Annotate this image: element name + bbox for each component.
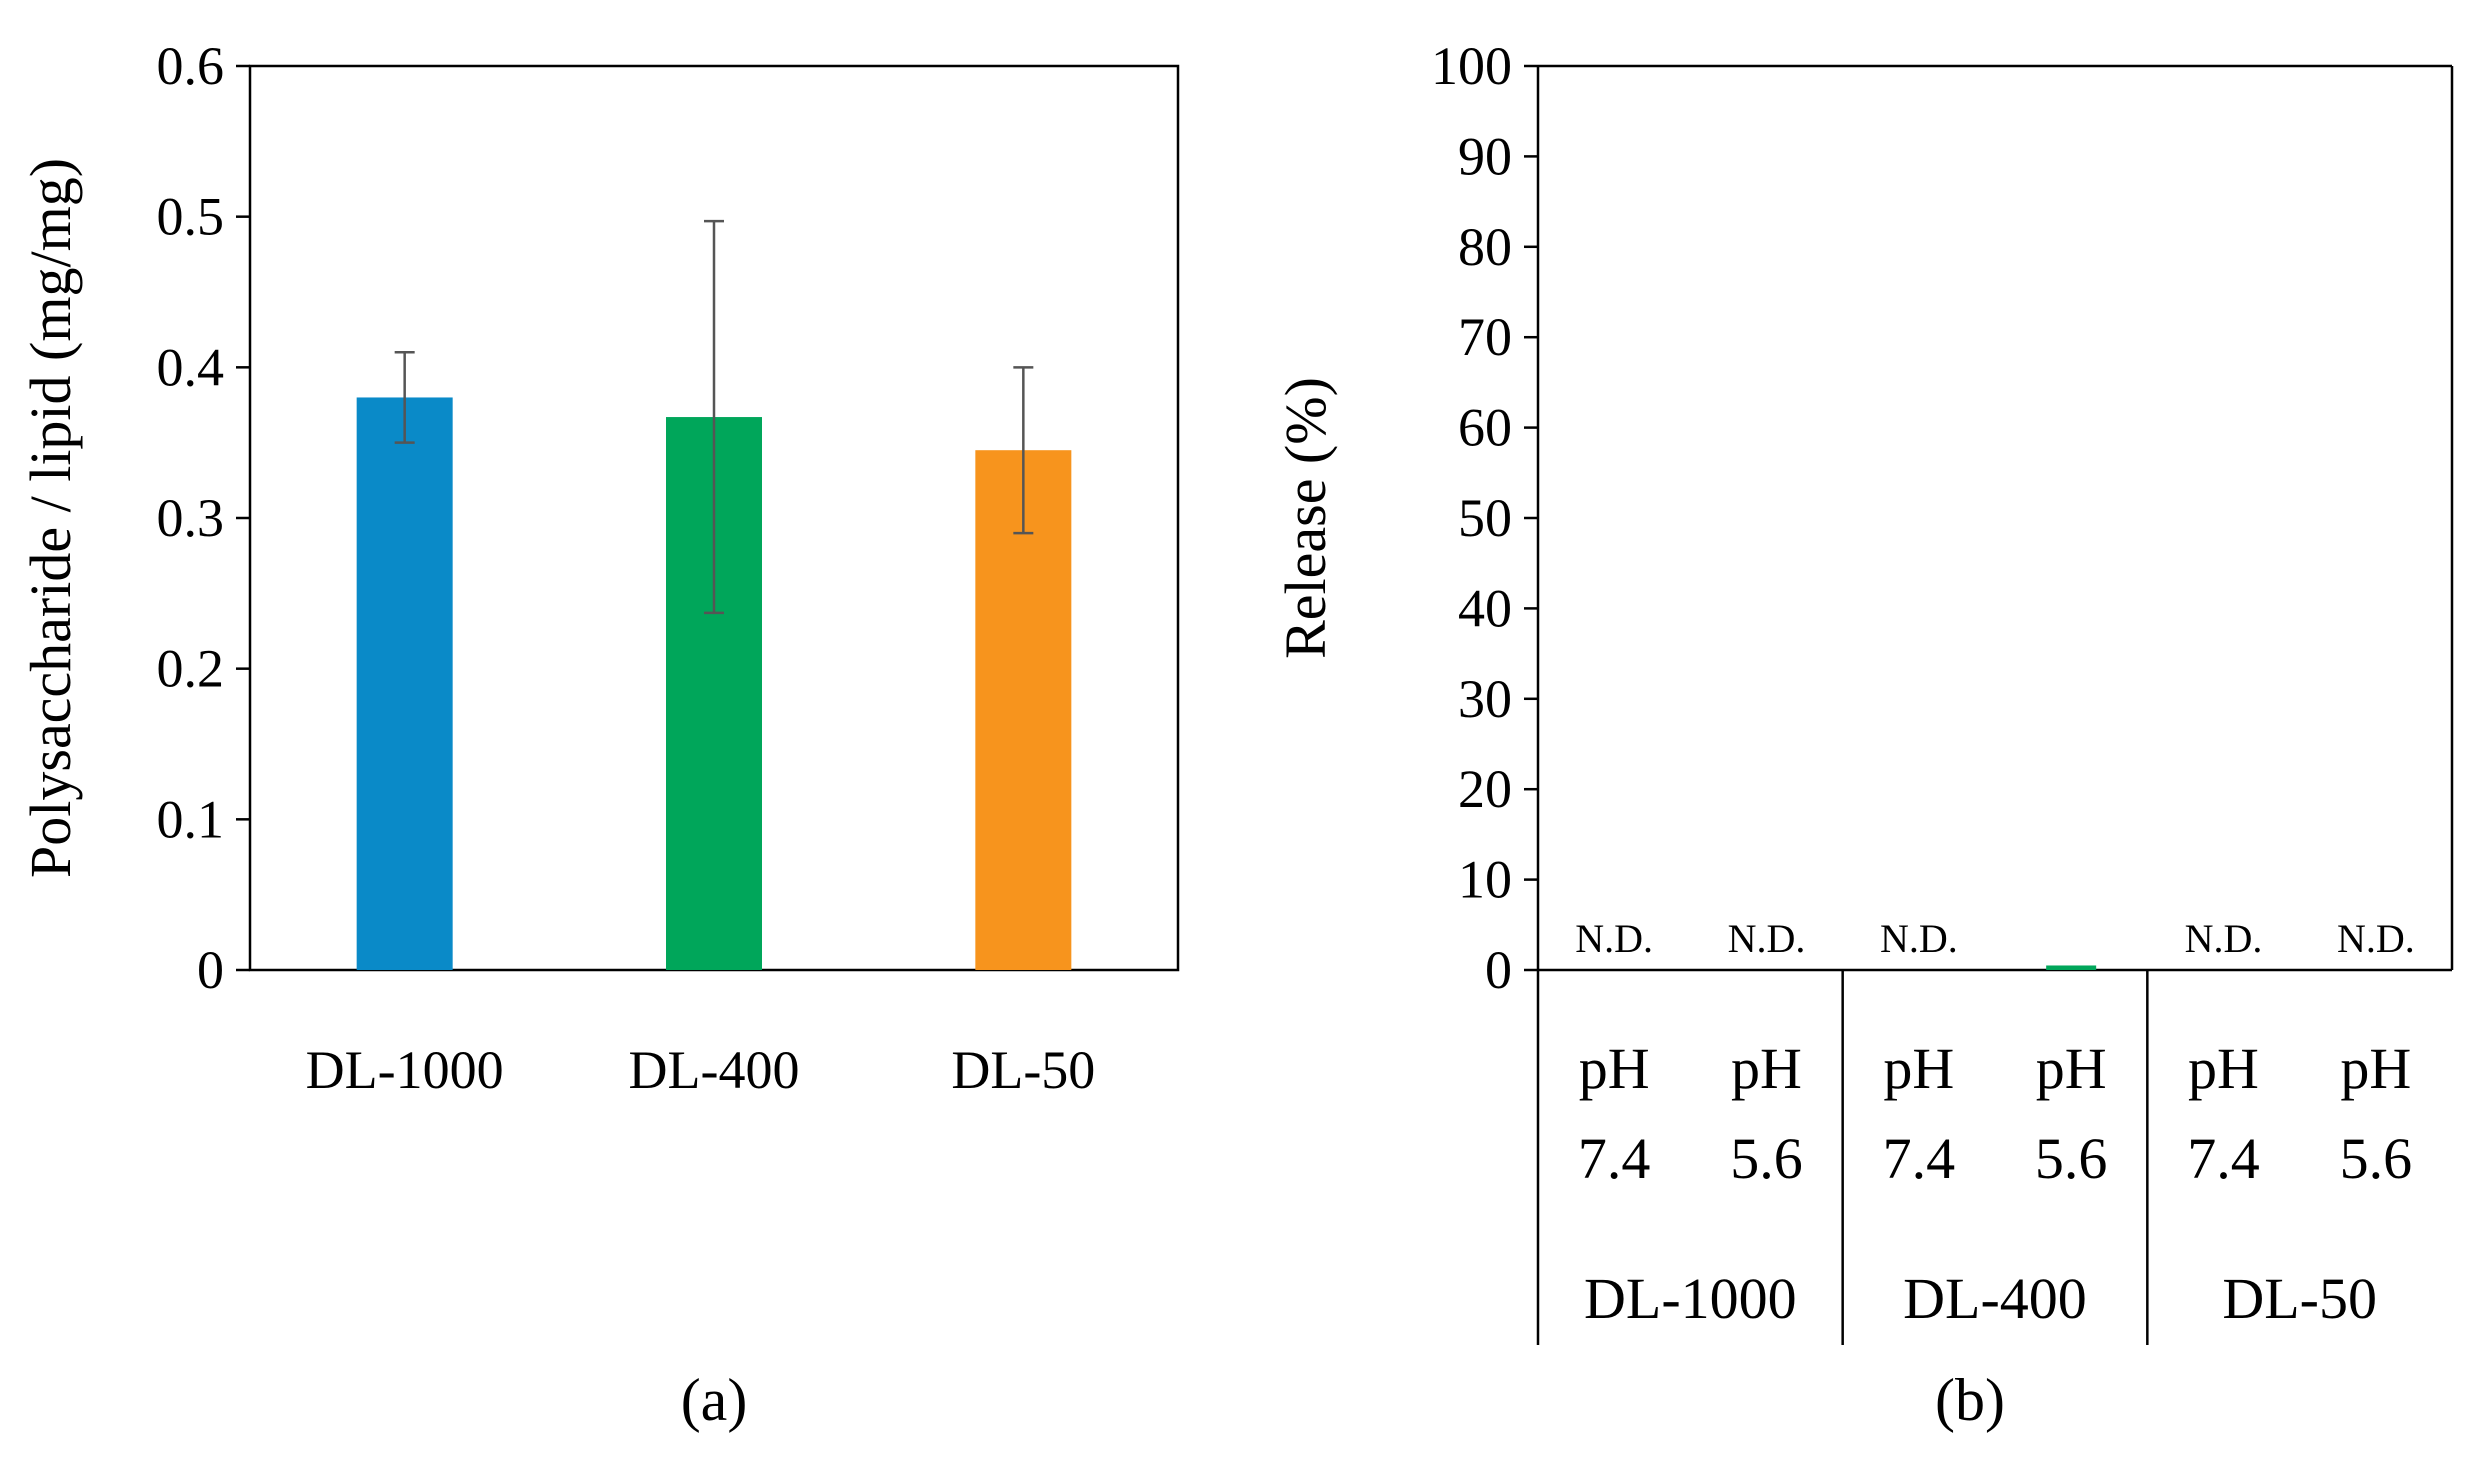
bar [975,450,1072,970]
x-group-label: DL-400 [1903,1266,2087,1331]
nd-annotation: N.D. [1728,916,1806,961]
y-tick-label: 0.2 [157,639,225,699]
y-axis-title: Release (%) [1273,377,1338,659]
y-tick-label: 0.4 [157,337,225,397]
nd-annotation: N.D. [1880,916,1958,961]
x-category-label: DL-50 [951,1040,1095,1100]
panel-label: (b) [1935,1367,2005,1433]
x-category-label-line2: 7.4 [2187,1126,2260,1191]
y-tick-label: 80 [1458,217,1512,277]
x-category-label-line1: pH [2036,1036,2107,1101]
y-tick-label: 100 [1431,36,1512,96]
x-category-label-line1: pH [2188,1036,2259,1101]
panel-b-chart: 0 10 20 30 40 50 60 70 80 90 100 N.D. pH 7.4 N.D. pH 5.6… [1273,36,2454,1433]
y-tick-label: 70 [1458,307,1512,367]
x-category-label: DL-1000 [306,1040,504,1100]
nd-annotation: N.D. [2185,916,2263,961]
nd-annotation: N.D. [1575,916,1653,961]
nd-annotation: N.D. [2337,916,2415,961]
x-category-label-line2: 5.6 [2035,1126,2108,1191]
y-tick-label: 0.1 [157,789,225,849]
y-tick-label: 30 [1458,669,1512,729]
x-category-label-line2: 5.6 [2340,1126,2413,1191]
x-category-label-line1: pH [1883,1036,1954,1101]
y-tick-label: 40 [1458,578,1512,638]
y-axis-title: Polysaccharide / lipid (mg/mg) [18,158,83,878]
bar [2046,965,2097,970]
bar [356,397,453,970]
y-tick-label: 90 [1458,126,1512,186]
x-group-label: DL-50 [2222,1266,2377,1331]
y-tick-label: 50 [1458,488,1512,548]
panel-label: (a) [681,1367,748,1433]
y-tick-label: 0.6 [157,36,225,96]
x-category-label-line1: pH [2340,1036,2411,1101]
x-category-label-line2: 7.4 [1883,1126,1956,1191]
y-tick-label: 0 [1485,940,1512,1000]
y-tick-label: 60 [1458,398,1512,458]
x-category-label: DL-400 [629,1040,800,1100]
x-group-label: DL-1000 [1584,1266,1797,1331]
x-category-label-line1: pH [1731,1036,1802,1101]
y-tick-label: 0.3 [157,488,225,548]
y-tick-label: 0 [197,940,224,1000]
y-tick-label: 20 [1458,759,1512,819]
y-tick-label: 10 [1458,850,1512,910]
x-category-label-line2: 5.6 [1730,1126,1803,1191]
panel-a-chart: 0 0.1 0.2 0.3 0.4 0.5 0.6 DL-1000 DL-400 DL-50 Pol… [18,36,1180,1433]
x-category-label-line1: pH [1579,1036,1650,1101]
y-tick-label: 0.5 [157,187,225,247]
x-category-label-line2: 7.4 [1578,1126,1651,1191]
